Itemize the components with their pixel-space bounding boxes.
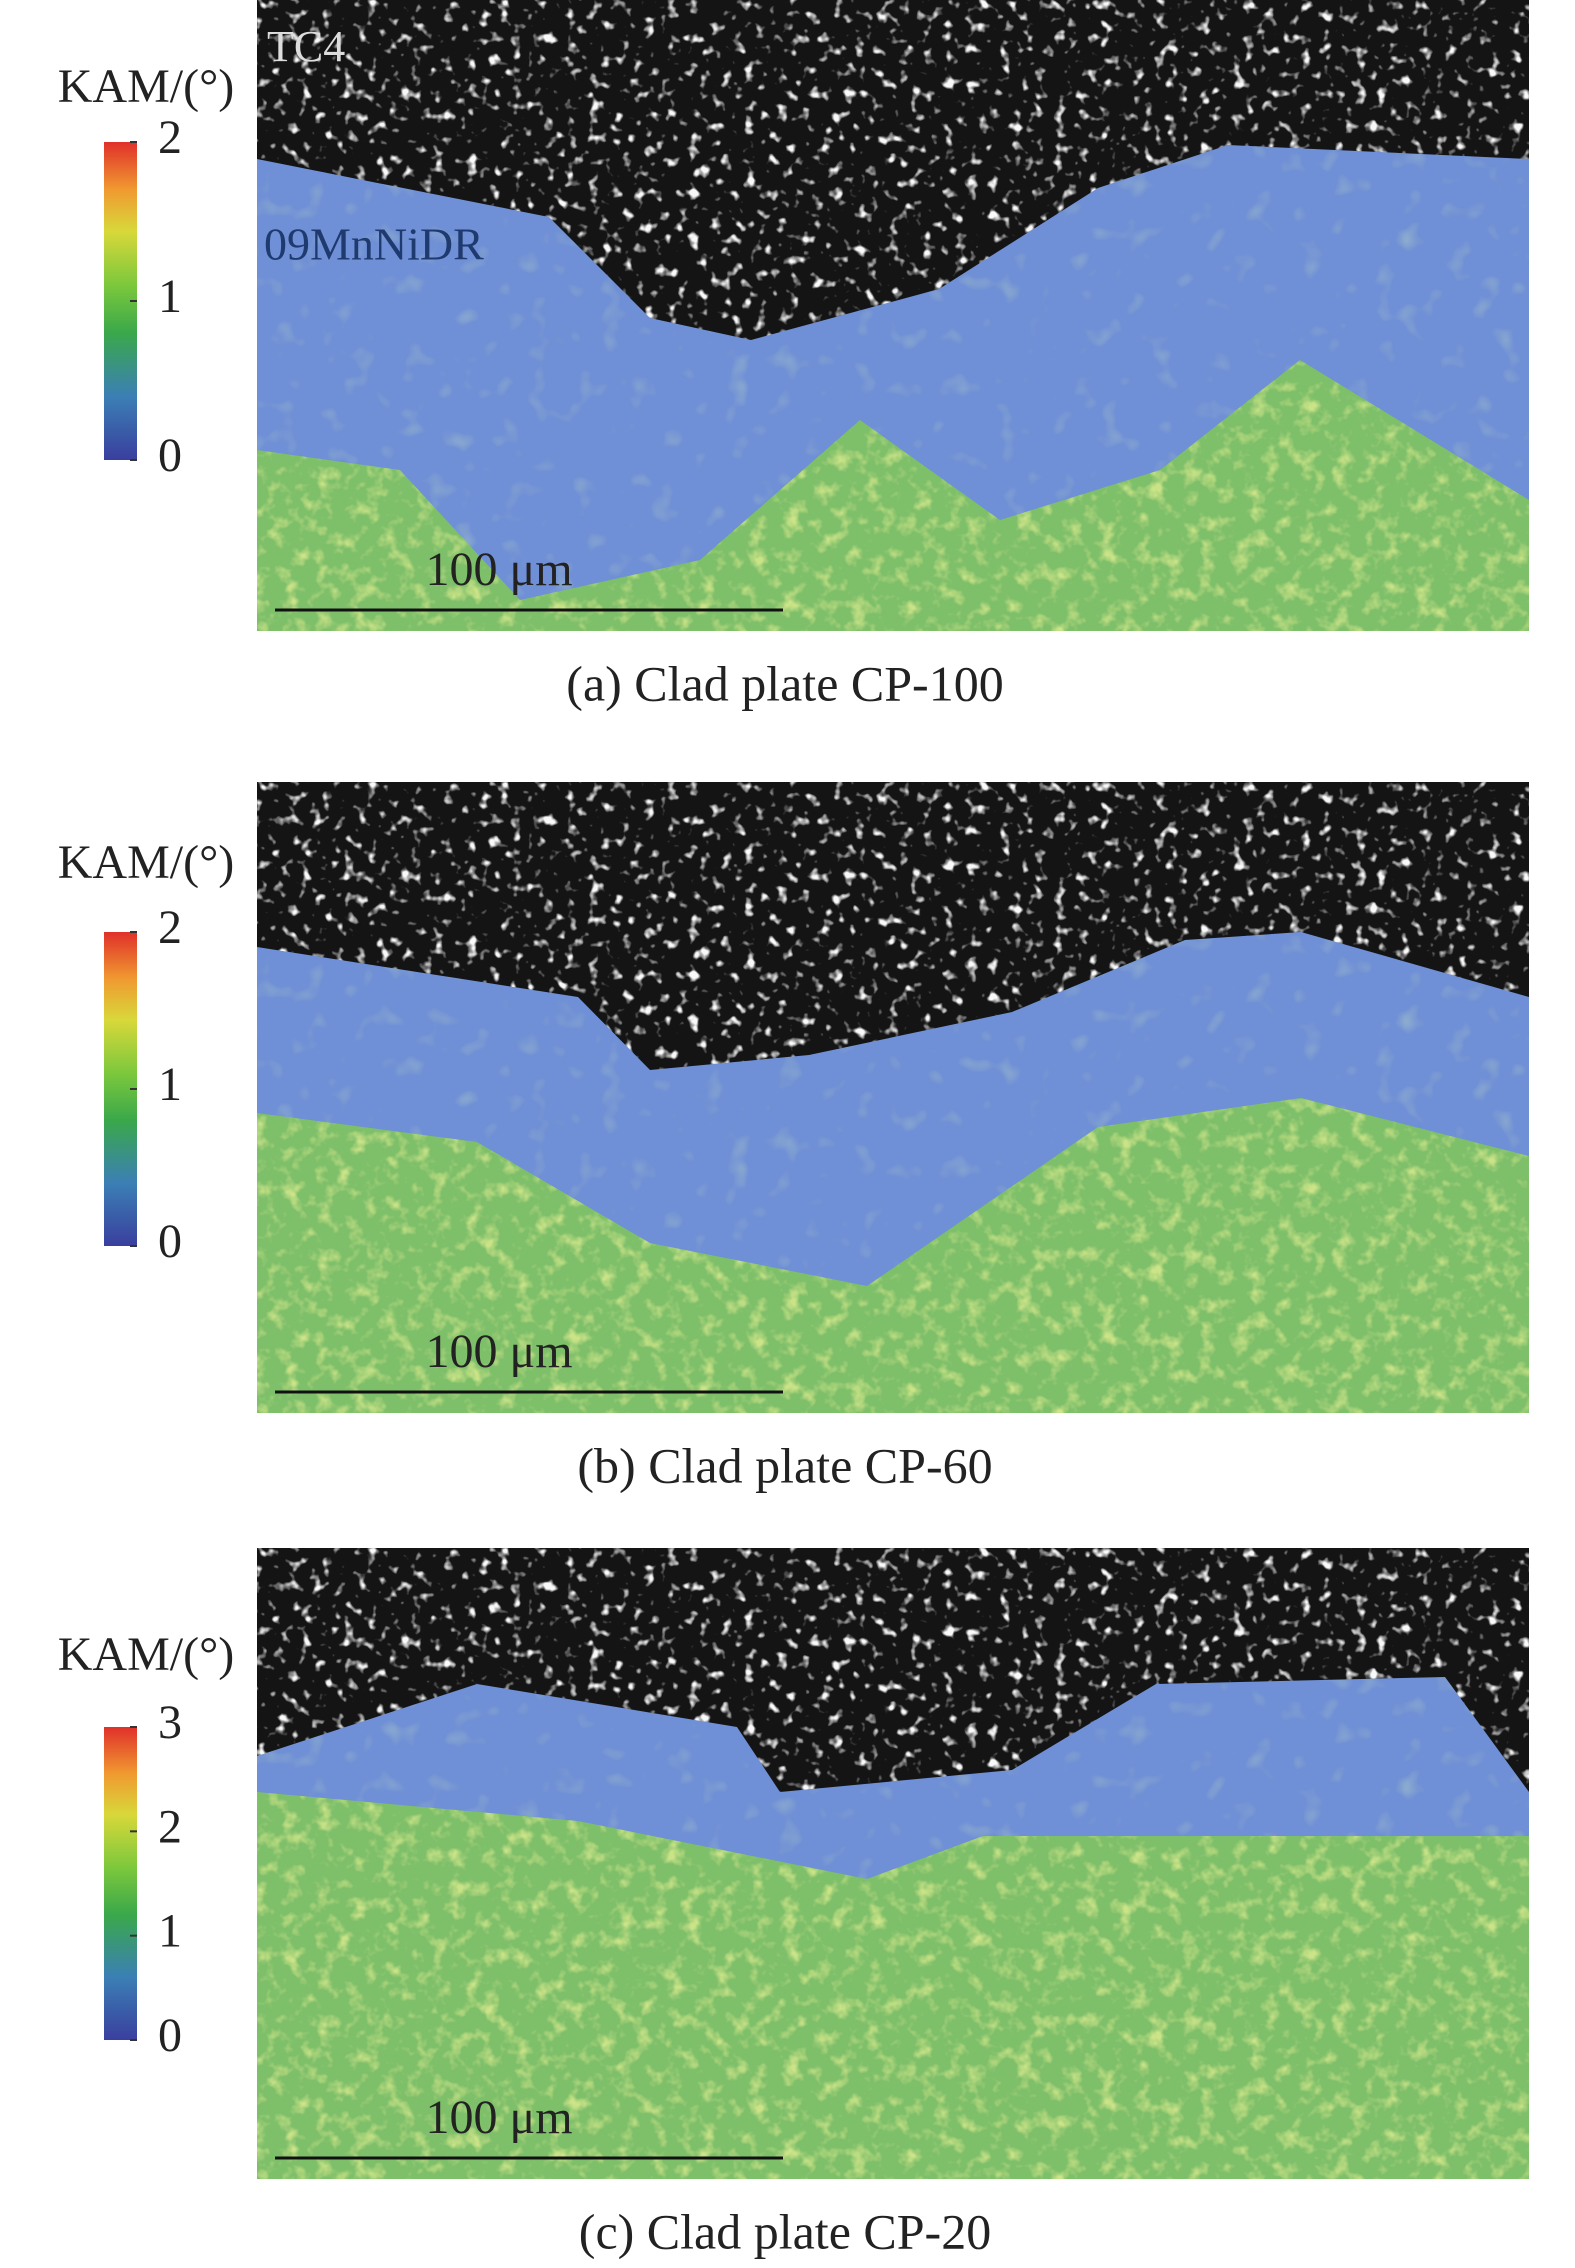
caption: (a) Clad plate CP-100 (566, 655, 1003, 711)
panel: 100 μm KAM/(°) 0 1 2 (b) Clad plate CP-60 (58, 782, 1529, 1493)
colorbar-label: KAM/(°) (58, 836, 235, 889)
scale-bar-label: 100 μm (425, 543, 572, 596)
colorbar-tick-label: 2 (158, 901, 182, 954)
colorbar-tick-label: 0 (158, 429, 182, 482)
caption: (b) Clad plate CP-60 (577, 1437, 992, 1493)
colorbar-tick-label: 1 (158, 1058, 182, 1111)
scale-bar-label: 100 μm (425, 1325, 572, 1378)
caption: (c) Clad plate CP-20 (579, 2203, 991, 2259)
colorbar-label: KAM/(°) (58, 60, 235, 113)
colorbar-tick-label: 3 (158, 1696, 182, 1749)
colorbar-tick-label: 2 (158, 111, 182, 164)
colorbar-tick-label: 1 (158, 270, 182, 323)
colorbar-tick-label: 0 (158, 2009, 182, 2062)
panel: 100 μm KAM/(°) 0 1 2 3 (c) Clad plate CP-20 (58, 1548, 1529, 2259)
region-label: 09MnNiDR (264, 219, 484, 270)
colorbar-label: KAM/(°) (58, 1628, 235, 1681)
colorbar-tick-label: 2 (158, 1800, 182, 1853)
colorbar (104, 1727, 137, 2040)
scale-bar-label: 100 μm (425, 2091, 572, 2144)
panel: 100 μm TC4 09MnNiDR KAM/(°) 0 1 2 (a) Clad plat… (58, 0, 1529, 711)
colorbar-tick-label: 1 (158, 1905, 182, 1958)
colorbar-tick-label: 0 (158, 1215, 182, 1268)
region-label: TC4 (267, 22, 345, 71)
